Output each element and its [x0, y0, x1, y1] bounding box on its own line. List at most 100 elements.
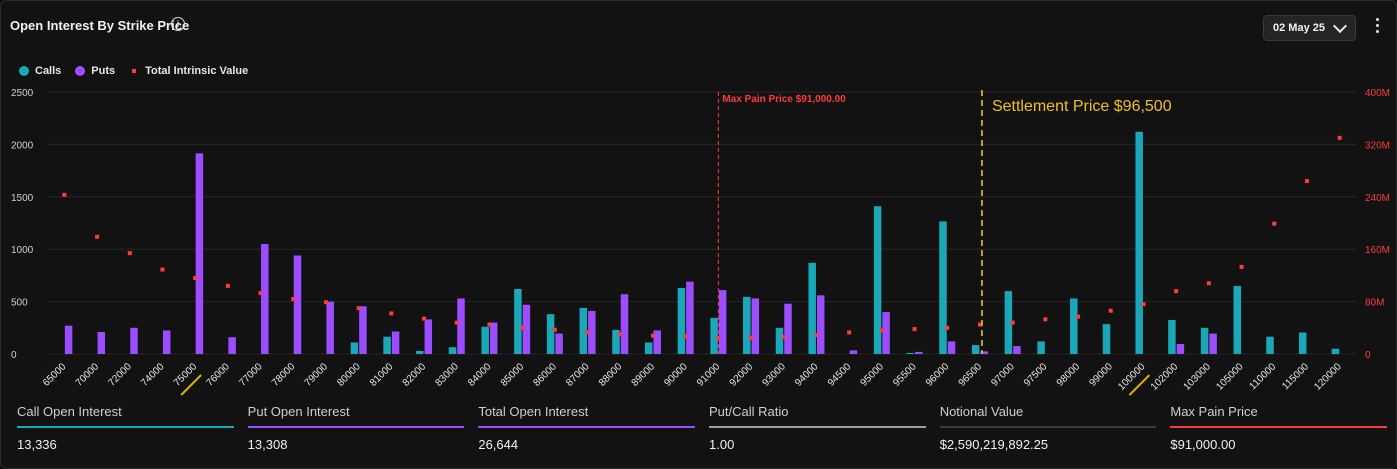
x-tick-label: 89000: [630, 361, 658, 389]
stat-value: $2,590,219,892.25: [939, 437, 1049, 452]
put-bar: [751, 298, 760, 354]
legend-intrinsic-value[interactable]: Total Intrinsic Value: [129, 65, 248, 77]
intrinsic-value-point: [650, 333, 655, 338]
stat-label: Put Open Interest: [247, 404, 350, 419]
legend-puts[interactable]: Puts: [75, 65, 115, 77]
x-tick-label: 95000: [859, 361, 887, 389]
x-tick-label: 99000: [1087, 361, 1115, 389]
legend-calls[interactable]: Calls: [19, 65, 61, 77]
stat-put-oi: Put Open Interest 13,308: [247, 404, 465, 452]
put-bar: [653, 330, 661, 354]
intrinsic-value-point: [520, 325, 525, 330]
y-right-tick-label: 0: [1365, 350, 1371, 361]
put-bar: [359, 306, 367, 354]
call-bar: [1070, 298, 1078, 354]
x-tick-highlight-mark: [1128, 374, 1151, 396]
put-bar: [1209, 333, 1217, 354]
call-bar: [1102, 324, 1111, 354]
intrinsic-value-point: [1272, 221, 1277, 226]
put-bar: [686, 281, 694, 354]
puts-dot-icon: [75, 66, 86, 76]
stat-value: $91,000.00: [1170, 437, 1236, 452]
x-tick-label: 100000: [1116, 361, 1148, 393]
x-tick-label: 105000: [1214, 361, 1246, 393]
put-bar: [424, 319, 433, 354]
stat-label: Total Open Interest: [478, 404, 589, 419]
put-bar: [522, 304, 531, 354]
x-tick-label: 79000: [303, 361, 331, 389]
call-bar: [1135, 131, 1143, 354]
legend-intrinsic-label: Total Intrinsic Value: [145, 65, 249, 77]
max-pain-label: Max Pain Price $91,000.00: [722, 94, 846, 105]
call-bar: [612, 329, 620, 354]
put-bar: [980, 351, 988, 354]
intrinsic-value-point: [618, 332, 623, 337]
x-tick-label: 115000: [1280, 361, 1311, 392]
call-bar: [1298, 332, 1307, 354]
put-bar: [457, 298, 465, 354]
x-tick-label: 85000: [499, 361, 527, 389]
intrinsic-value-point: [1206, 281, 1211, 286]
call-bar: [546, 314, 555, 354]
x-tick-label: 97500: [1022, 361, 1050, 389]
put-bar: [849, 350, 858, 354]
intrinsic-value-point: [847, 330, 852, 335]
expiry-date-dropdown[interactable]: 02 May 25: [1263, 15, 1356, 41]
more-options-icon[interactable]: [1376, 18, 1380, 36]
x-tick-label: 94000: [793, 361, 821, 389]
info-icon[interactable]: i: [171, 17, 185, 31]
intrinsic-value-point: [781, 334, 786, 339]
panel-title: Open Interest By Strike Price: [10, 18, 190, 33]
call-bar: [743, 296, 751, 354]
x-tick-label: 70000: [74, 361, 102, 389]
call-bar: [383, 336, 391, 354]
intrinsic-value-point: [683, 334, 688, 339]
call-bar: [644, 342, 653, 354]
stat-underline: [1170, 426, 1388, 428]
put-bar: [489, 322, 498, 354]
intrinsic-value-point: [291, 296, 296, 301]
intrinsic-value-point: [1239, 264, 1244, 269]
put-bar: [555, 333, 563, 354]
x-tick-label: 102000: [1149, 361, 1181, 393]
x-tick-label: 103000: [1182, 361, 1214, 393]
y-left-tick-label: 1000: [11, 245, 34, 256]
put-bar: [816, 295, 825, 354]
y-left-tick-label: 1500: [11, 193, 34, 204]
call-bar: [1331, 348, 1340, 354]
intrinsic-value-point: [258, 291, 263, 296]
x-tick-label: 78000: [270, 361, 298, 389]
x-tick-label: 96000: [924, 361, 952, 389]
x-tick-label: 82000: [401, 361, 429, 389]
call-bar: [710, 317, 718, 354]
y-right-tick-label: 160M: [1365, 245, 1390, 256]
call-bar: [1233, 285, 1242, 354]
x-tick-label: 98000: [1055, 361, 1083, 389]
x-tick-label: 84000: [466, 361, 494, 389]
put-bar: [293, 255, 302, 354]
call-bar: [1168, 319, 1176, 354]
put-bar: [261, 243, 269, 354]
y-right-tick-label: 240M: [1365, 193, 1390, 204]
call-bar: [1037, 341, 1045, 354]
stat-value: 13,336: [17, 437, 57, 452]
intrinsic-value-point: [1108, 308, 1113, 313]
put-bar: [391, 331, 400, 354]
stat-total-oi: Total Open Interest 26,644: [478, 404, 696, 452]
intrinsic-square-icon: [132, 69, 137, 73]
x-tick-label: 87000: [564, 361, 592, 389]
intrinsic-value-point: [1304, 179, 1309, 184]
intrinsic-value-point: [1174, 289, 1179, 294]
x-tick-label: 83000: [433, 361, 461, 389]
stat-call-oi: Call Open Interest 13,336: [17, 404, 234, 452]
call-bar: [416, 350, 424, 354]
put-bar: [97, 331, 106, 354]
put-bar: [228, 337, 236, 354]
calls-dot-icon: [19, 66, 29, 76]
y-right-tick-label: 320M: [1365, 140, 1390, 151]
put-bar: [882, 312, 890, 354]
call-bar: [579, 307, 588, 354]
intrinsic-value-point: [814, 333, 819, 338]
x-tick-highlight-mark: [180, 374, 202, 396]
x-tick-label: 80000: [335, 361, 363, 389]
